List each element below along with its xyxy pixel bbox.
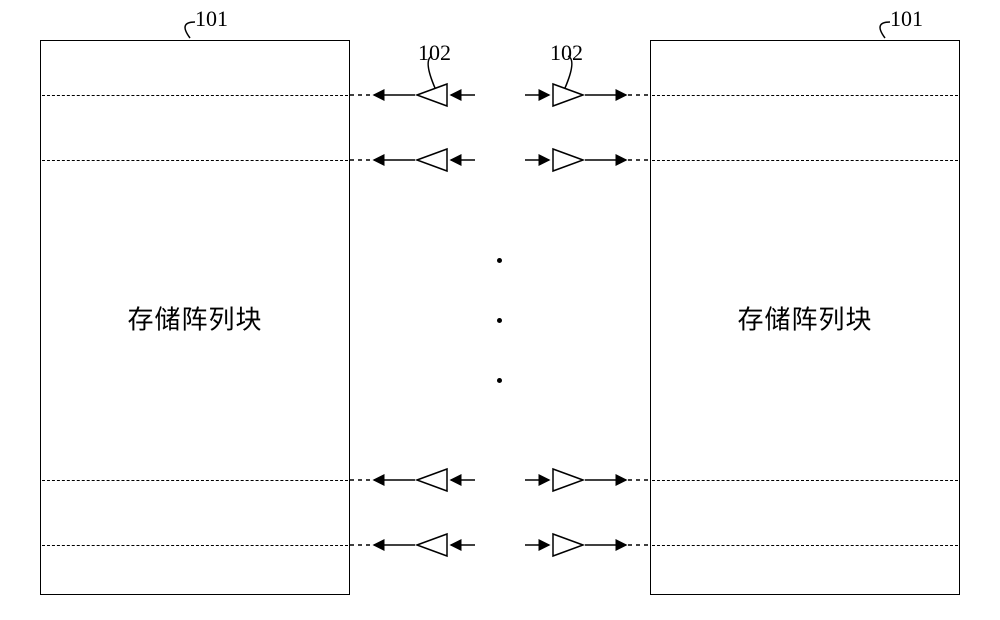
buffer-left <box>374 534 475 556</box>
buffer-right <box>525 469 626 491</box>
buffer-left <box>374 149 475 171</box>
buffer-left <box>374 469 475 491</box>
buffer-right <box>525 149 626 171</box>
buffers-svg <box>0 0 1000 620</box>
buffer-right <box>525 84 626 106</box>
buffer-right <box>525 534 626 556</box>
diagram-canvas: 存储阵列块 存储阵列块 101 101 102 102 <box>0 0 1000 620</box>
buffer-left <box>374 84 475 106</box>
